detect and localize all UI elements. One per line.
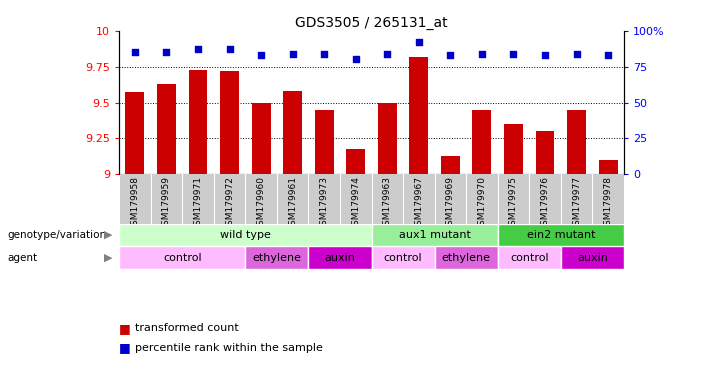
- Text: control: control: [163, 253, 202, 263]
- Bar: [498, 246, 561, 269]
- Bar: [472, 110, 491, 174]
- Point: [444, 52, 456, 58]
- Point: [192, 46, 204, 53]
- Text: GSM179977: GSM179977: [572, 176, 581, 231]
- Bar: [372, 223, 498, 246]
- Point: [287, 51, 299, 57]
- Text: ethylene: ethylene: [442, 253, 491, 263]
- Title: GDS3505 / 265131_at: GDS3505 / 265131_at: [295, 16, 448, 30]
- Bar: [504, 124, 523, 174]
- Bar: [252, 103, 271, 174]
- Point: [413, 39, 424, 45]
- Text: GSM179975: GSM179975: [509, 176, 518, 231]
- Text: percentile rank within the sample: percentile rank within the sample: [135, 343, 322, 353]
- Bar: [220, 71, 239, 174]
- Bar: [599, 160, 618, 174]
- Point: [571, 51, 582, 57]
- Text: GSM179969: GSM179969: [446, 176, 455, 231]
- Point: [161, 49, 172, 55]
- Point: [350, 56, 362, 63]
- Point: [539, 52, 550, 58]
- Text: aux1 mutant: aux1 mutant: [399, 230, 470, 240]
- Text: auxin: auxin: [577, 253, 608, 263]
- Bar: [119, 223, 372, 246]
- Bar: [283, 91, 302, 174]
- Text: ▶: ▶: [104, 230, 112, 240]
- Bar: [189, 70, 207, 174]
- Text: GSM179960: GSM179960: [257, 176, 266, 231]
- Point: [381, 51, 393, 57]
- Text: ethylene: ethylene: [252, 253, 301, 263]
- Text: GSM179958: GSM179958: [130, 176, 139, 231]
- Bar: [245, 246, 308, 269]
- Text: ein2 mutant: ein2 mutant: [526, 230, 595, 240]
- Text: control: control: [510, 253, 549, 263]
- Text: control: control: [383, 253, 423, 263]
- Bar: [308, 246, 372, 269]
- Bar: [315, 110, 334, 174]
- Text: genotype/variation: genotype/variation: [7, 230, 106, 240]
- Bar: [378, 103, 397, 174]
- Bar: [119, 246, 245, 269]
- Text: GSM179961: GSM179961: [288, 176, 297, 231]
- Bar: [567, 110, 586, 174]
- Text: ▶: ▶: [104, 253, 112, 263]
- Bar: [157, 84, 176, 174]
- Bar: [435, 246, 498, 269]
- Bar: [441, 156, 460, 174]
- Text: GSM179976: GSM179976: [540, 176, 550, 231]
- Bar: [125, 93, 144, 174]
- Bar: [498, 223, 624, 246]
- Text: GSM179978: GSM179978: [604, 176, 613, 231]
- Point: [224, 46, 236, 53]
- Point: [318, 51, 329, 57]
- Text: GSM179970: GSM179970: [477, 176, 486, 231]
- Text: ■: ■: [119, 341, 131, 354]
- Text: GSM179971: GSM179971: [193, 176, 203, 231]
- Text: wild type: wild type: [220, 230, 271, 240]
- Point: [129, 49, 140, 55]
- Bar: [536, 131, 554, 174]
- Point: [477, 51, 488, 57]
- Text: GSM179967: GSM179967: [414, 176, 423, 231]
- Text: GSM179959: GSM179959: [162, 176, 171, 231]
- Text: GSM179974: GSM179974: [351, 176, 360, 231]
- Text: GSM179972: GSM179972: [225, 176, 234, 231]
- Bar: [372, 246, 435, 269]
- Point: [255, 52, 266, 58]
- Text: agent: agent: [7, 253, 37, 263]
- Point: [508, 51, 519, 57]
- Bar: [346, 149, 365, 174]
- Point: [602, 52, 614, 58]
- Text: ■: ■: [119, 322, 131, 335]
- Bar: [409, 56, 428, 174]
- Text: auxin: auxin: [325, 253, 355, 263]
- Text: GSM179963: GSM179963: [383, 176, 392, 231]
- Bar: [561, 246, 624, 269]
- Text: transformed count: transformed count: [135, 323, 238, 333]
- Text: GSM179973: GSM179973: [320, 176, 329, 231]
